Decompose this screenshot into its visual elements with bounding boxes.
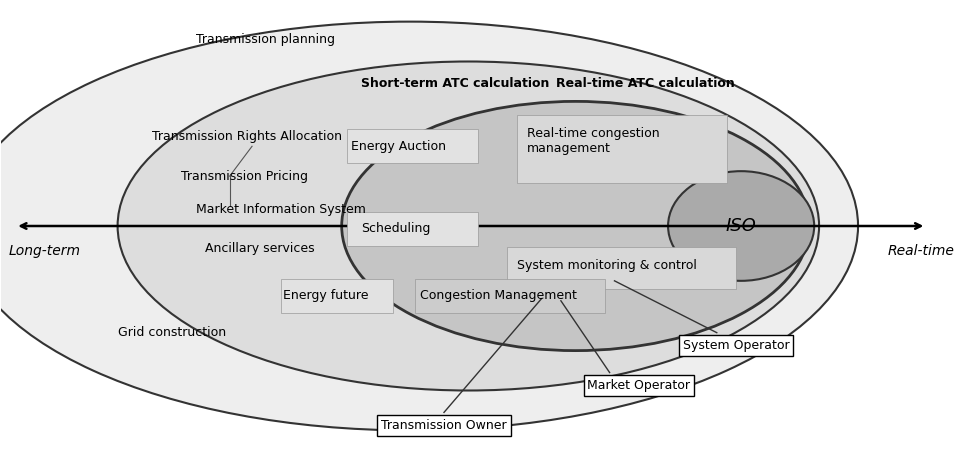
Text: Long-term: Long-term (9, 244, 80, 258)
Text: Transmission Rights Allocation: Transmission Rights Allocation (152, 130, 342, 143)
Bar (507, 247, 736, 289)
Text: Energy Auction: Energy Auction (352, 140, 446, 153)
Ellipse shape (342, 101, 810, 350)
Bar (517, 115, 726, 183)
Text: Real-time: Real-time (888, 244, 954, 258)
Bar (414, 279, 605, 313)
Text: ISO: ISO (725, 217, 756, 235)
Ellipse shape (668, 171, 814, 281)
Text: Scheduling: Scheduling (361, 222, 431, 235)
Text: Grid construction: Grid construction (118, 326, 226, 339)
Text: Market Operator: Market Operator (587, 379, 691, 392)
Text: Congestion Management: Congestion Management (419, 289, 577, 302)
Text: Energy future: Energy future (283, 289, 369, 302)
Text: Short-term ATC calculation: Short-term ATC calculation (361, 77, 550, 90)
Text: Ancillary services: Ancillary services (206, 243, 315, 255)
Text: System monitoring & control: System monitoring & control (517, 259, 696, 272)
Text: System Operator: System Operator (683, 339, 789, 352)
Bar (281, 279, 393, 313)
Ellipse shape (118, 61, 819, 391)
Bar (347, 129, 478, 163)
Text: Market Information System: Market Information System (195, 202, 365, 216)
Bar (347, 212, 478, 246)
Text: Transmission planning: Transmission planning (195, 33, 334, 46)
Text: Transmission Owner: Transmission Owner (382, 419, 507, 432)
Ellipse shape (0, 22, 858, 430)
Text: Real-time ATC calculation: Real-time ATC calculation (556, 77, 735, 90)
Text: Real-time congestion
management: Real-time congestion management (526, 127, 660, 155)
Text: Transmission Pricing: Transmission Pricing (181, 170, 308, 183)
